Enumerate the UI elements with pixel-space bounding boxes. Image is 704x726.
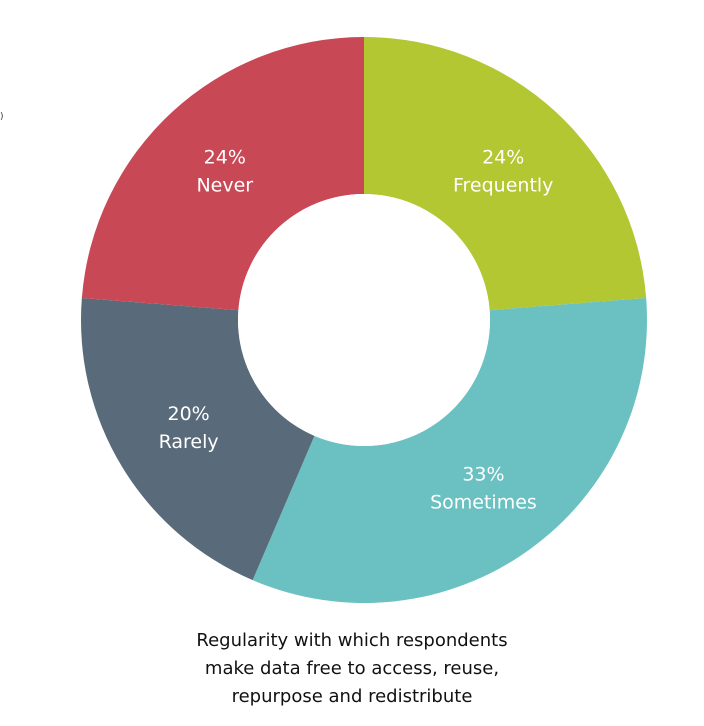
slice-value-label-sometimes: 33% xyxy=(462,464,504,486)
edge-mark: ) xyxy=(0,112,3,122)
donut-chart-svg: 24% Frequently 33% Sometimes 20% Rarely 24% Nev… xyxy=(81,37,647,603)
slice-value-label-rarely: 20% xyxy=(168,403,210,425)
caption-line-1: Regularity with which respondents xyxy=(196,630,508,651)
donut-hole xyxy=(238,194,490,446)
chart-caption: Regularity with which respondents make d… xyxy=(0,627,704,711)
slice-rarely xyxy=(81,298,315,581)
slice-category-label-never: Never xyxy=(196,175,253,197)
slice-category-label-rarely: Rarely xyxy=(159,431,219,453)
donut-slices xyxy=(81,37,647,603)
slice-never xyxy=(81,37,364,311)
slice-sometimes xyxy=(252,298,647,603)
slice-category-label-frequently: Frequently xyxy=(453,175,553,197)
slice-value-label-never: 24% xyxy=(204,147,246,169)
slice-category-label-sometimes: Sometimes xyxy=(430,492,537,514)
donut-chart: 24% Frequently 33% Sometimes 20% Rarely 24% Nev… xyxy=(81,37,647,603)
slice-frequently xyxy=(364,37,647,311)
caption-line-3: repurpose and redistribute xyxy=(231,686,473,707)
donut-labels: 24% Frequently 33% Sometimes 20% Rarely 24% Nev… xyxy=(159,147,554,514)
caption-line-2: make data free to access, reuse, xyxy=(204,658,500,679)
slice-value-label-frequently: 24% xyxy=(482,147,524,169)
